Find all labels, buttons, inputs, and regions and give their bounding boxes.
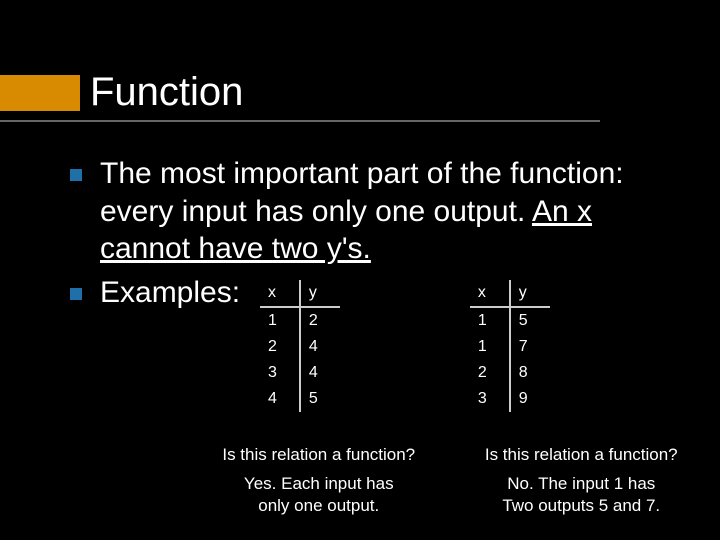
slide-title: Function: [90, 70, 243, 115]
table-header-x: x: [260, 280, 300, 307]
table-cell: 3: [260, 360, 300, 386]
table-row: 24: [260, 334, 340, 360]
bullet-icon: [70, 169, 82, 181]
table-cell: 8: [510, 360, 550, 386]
table-cell: 7: [510, 334, 550, 360]
table-right: x y 15 17 28 39: [470, 280, 550, 412]
table-row: 45: [260, 386, 340, 412]
answer-line-1: Yes. Each input has: [244, 474, 394, 493]
bullet-icon: [70, 288, 82, 300]
table-row: x y: [260, 280, 340, 307]
table-row: 12: [260, 307, 340, 334]
questions-row: Is this relation a function? Yes. Each i…: [200, 445, 700, 517]
answer-line-1: No. The input 1 has: [507, 474, 655, 493]
table-cell: 4: [300, 360, 340, 386]
question-text: Is this relation a function?: [200, 445, 438, 465]
table-row: 17: [470, 334, 550, 360]
table-cell: 2: [260, 334, 300, 360]
bullet-1-text: The most important part of the function:…: [100, 155, 690, 268]
table-header-y: y: [510, 280, 550, 307]
table-cell: 1: [470, 334, 510, 360]
table-left: x y 12 24 34 45: [260, 280, 340, 412]
table-cell: 2: [470, 360, 510, 386]
table-cell: 2: [300, 307, 340, 334]
table-header-x: x: [470, 280, 510, 307]
bullet-1: The most important part of the function:…: [70, 155, 690, 268]
question-text: Is this relation a function?: [463, 445, 701, 465]
table-cell: 3: [470, 386, 510, 412]
table-row: 39: [470, 386, 550, 412]
table-row: x y: [470, 280, 550, 307]
question-left: Is this relation a function? Yes. Each i…: [200, 445, 438, 517]
bullet-2-text: Examples:: [100, 274, 240, 312]
table-row: 34: [260, 360, 340, 386]
question-right: Is this relation a function? No. The inp…: [463, 445, 701, 517]
title-underline: [0, 120, 600, 122]
answer-text: No. The input 1 has Two outputs 5 and 7.: [463, 473, 701, 517]
table-cell: 4: [260, 386, 300, 412]
table-cell: 4: [300, 334, 340, 360]
table-header-y: y: [300, 280, 340, 307]
answer-line-2: only one output.: [258, 496, 379, 515]
accent-block: [0, 75, 80, 111]
tables-row: x y 12 24 34 45 x y 15 17 28 39: [260, 280, 700, 412]
table-cell: 5: [510, 307, 550, 334]
table-cell: 1: [470, 307, 510, 334]
table-row: 28: [470, 360, 550, 386]
table-cell: 1: [260, 307, 300, 334]
answer-line-2: Two outputs 5 and 7.: [502, 496, 660, 515]
title-bar: Function: [0, 70, 720, 115]
table-cell: 9: [510, 386, 550, 412]
table-cell: 5: [300, 386, 340, 412]
answer-text: Yes. Each input has only one output.: [200, 473, 438, 517]
table-row: 15: [470, 307, 550, 334]
